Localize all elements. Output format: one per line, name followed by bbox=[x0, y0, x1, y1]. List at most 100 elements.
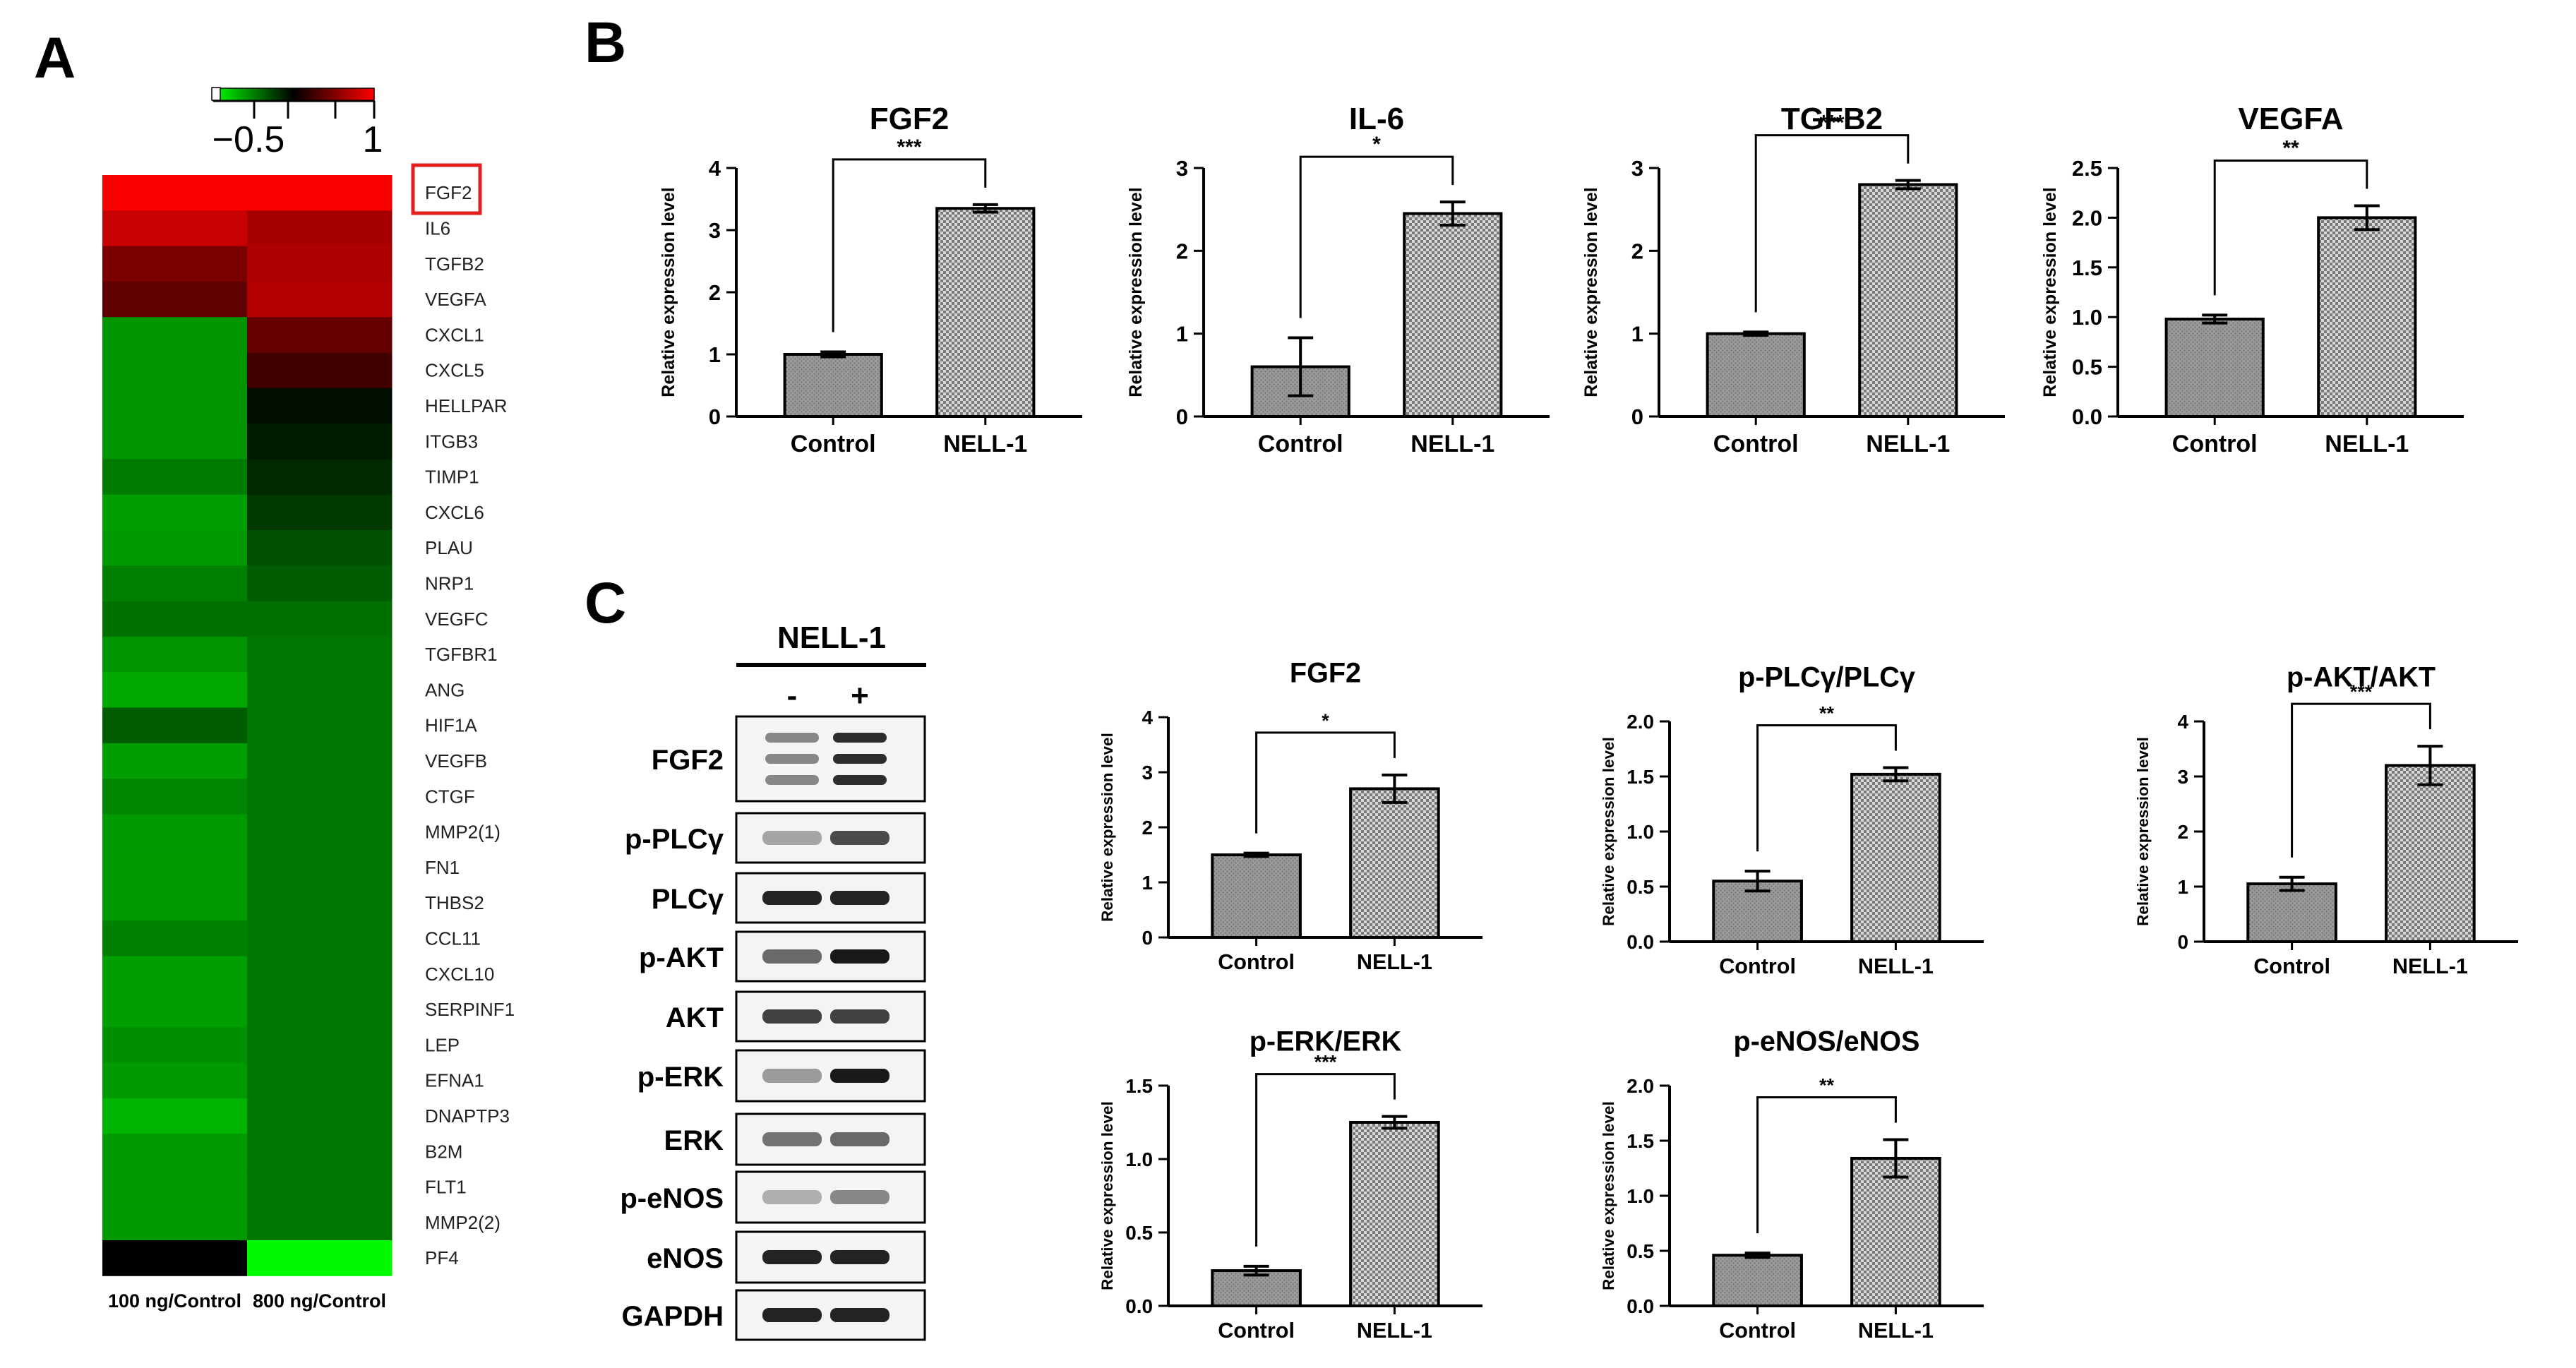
heatmap-cell bbox=[102, 779, 248, 815]
x-tick-label: NELL-1 bbox=[1866, 431, 1950, 457]
blot-label: p-ERK bbox=[637, 1062, 724, 1093]
gene-label: NRP1 bbox=[425, 572, 474, 594]
bar-chart-il-6: IL-6 0 1 2 3 Relative expression level Control… bbox=[1126, 102, 1550, 457]
gene-label: LEP bbox=[425, 1034, 460, 1055]
y-tick-label: 1 bbox=[2177, 876, 2188, 898]
bar-chart-p-erk-erk: p-ERK/ERK 0.0 0.5 1.0 1.5 Relative expression… bbox=[1098, 1026, 1482, 1343]
gene-label: MMP2(1) bbox=[425, 822, 501, 843]
x-tick-label: NELL-1 bbox=[2325, 431, 2409, 457]
heatmap-cell bbox=[247, 210, 393, 247]
lane-label: - bbox=[787, 678, 798, 713]
y-axis-label: Relative expression level bbox=[2040, 187, 2060, 397]
y-tick-label: 0 bbox=[1176, 404, 1188, 429]
chart-title: FGF2 bbox=[870, 102, 949, 136]
gene-highlight-box bbox=[411, 163, 482, 215]
significance-marker: ** bbox=[2282, 137, 2299, 160]
blot-label: eNOS bbox=[647, 1243, 724, 1274]
y-tick-label: 3 bbox=[2177, 766, 2188, 788]
bar-chart-vegfa: VEGFA 0.0 0.5 1.0 1.5 2.0 2.5 Relative expressi… bbox=[2040, 102, 2464, 457]
gene-label: SERPINF1 bbox=[425, 999, 515, 1020]
heatmap-cell bbox=[102, 459, 248, 496]
blot-row-akt: AKT bbox=[666, 990, 926, 1043]
x-tick-label: NELL-1 bbox=[1357, 950, 1432, 974]
chart-title: p-AKT/AKT bbox=[2287, 662, 2436, 693]
bar-nell-1 bbox=[1349, 787, 1440, 940]
y-axis-label: Relative expression level bbox=[659, 187, 678, 397]
gene-label: VEGFC bbox=[425, 608, 489, 630]
blot-row-enos: eNOS bbox=[647, 1230, 926, 1284]
blot-label: PLCγ bbox=[652, 884, 724, 915]
y-tick-label: 4 bbox=[1142, 707, 1153, 728]
significance-bracket bbox=[1255, 731, 1396, 834]
heatmap-cell bbox=[247, 352, 393, 389]
gene-label: TGFB2 bbox=[425, 253, 484, 275]
chart-title: p-eNOS/eNOS bbox=[1734, 1026, 1920, 1057]
x-tick-label: Control bbox=[2253, 954, 2330, 978]
heatmap-cell bbox=[102, 991, 248, 1028]
blot-row-p-akt: p-AKT bbox=[639, 930, 926, 983]
y-tick-label: 1.0 bbox=[1627, 821, 1654, 843]
blot-band bbox=[762, 831, 822, 845]
lane-label: + bbox=[851, 678, 869, 713]
y-tick-label: 0.0 bbox=[1627, 931, 1654, 953]
heatmap-cell bbox=[247, 175, 393, 211]
y-axis-label: Relative expression level bbox=[2134, 737, 2152, 926]
western-blot: NELL-1 - + FGF2 p-PLCγ PLCγ p-AKT AKT p-ERK ERK p-… bbox=[620, 620, 926, 1341]
heatmap-cell bbox=[247, 530, 393, 566]
gene-label: B2M bbox=[425, 1141, 462, 1162]
heatmap-column-labels: 100 ng/Control 800 ng/Control bbox=[108, 1290, 386, 1312]
heatmap-cell bbox=[247, 743, 393, 779]
heatmap-cell bbox=[247, 246, 393, 282]
y-axis-label: Relative expression level bbox=[1600, 737, 1617, 926]
bar-nell-1 bbox=[1858, 183, 1958, 418]
heatmap-cell bbox=[247, 991, 393, 1028]
blot-row-p-enos: p-eNOS bbox=[620, 1170, 926, 1224]
heatmap-cell bbox=[102, 636, 248, 673]
blot-row-p-erk: p-ERK bbox=[637, 1049, 926, 1103]
significance-marker: *** bbox=[1819, 112, 1844, 135]
bar-chart-p-enos-enos: p-eNOS/eNOS 0.0 0.5 1.0 1.5 2.0 Relative expre… bbox=[1600, 1026, 1984, 1343]
bar-control bbox=[1712, 1254, 1803, 1307]
blot-label: p-AKT bbox=[639, 942, 724, 973]
heatmap-cell bbox=[247, 459, 393, 496]
y-tick-label: 1 bbox=[1176, 322, 1188, 347]
heatmap-cell bbox=[102, 956, 248, 992]
gene-label: CXCL1 bbox=[425, 324, 484, 345]
y-tick-label: 2 bbox=[709, 280, 721, 305]
heatmap-cell bbox=[102, 494, 248, 531]
bar-control bbox=[1706, 332, 1806, 418]
gene-label: TGFBR1 bbox=[425, 644, 498, 665]
heatmap-cell bbox=[247, 601, 393, 637]
y-tick-label: 0.5 bbox=[1627, 1240, 1654, 1262]
heatmap-cell bbox=[102, 1027, 248, 1063]
y-tick-label: 2 bbox=[1631, 239, 1643, 263]
blot-band bbox=[830, 1069, 889, 1083]
chart-title: IL-6 bbox=[1349, 102, 1404, 136]
western-title: NELL-1 bbox=[777, 620, 886, 655]
y-tick-label: 1.0 bbox=[2072, 305, 2102, 330]
heatmap-cell bbox=[247, 814, 393, 851]
blot-band bbox=[765, 754, 819, 764]
blot-band bbox=[833, 733, 887, 743]
chart-title: TGFB2 bbox=[1781, 102, 1883, 136]
heatmap-cell bbox=[102, 920, 248, 957]
blot-band bbox=[833, 775, 887, 785]
y-axis-label: Relative expression level bbox=[1600, 1101, 1617, 1290]
significance-marker: * bbox=[1372, 133, 1381, 156]
blot-band bbox=[762, 891, 822, 905]
bar-chart-fgf2: FGF2 0 1 2 3 4 Relative expression level Contro… bbox=[659, 102, 1082, 457]
gene-label: CXCL10 bbox=[425, 964, 494, 985]
heatmap-column-label: 100 ng/Control bbox=[108, 1290, 241, 1312]
heatmap-column-label: 800 ng/Control bbox=[253, 1290, 386, 1312]
y-tick-label: 1 bbox=[1631, 322, 1643, 347]
heatmap-cell bbox=[247, 1240, 393, 1276]
y-tick-label: 1 bbox=[709, 342, 721, 367]
significance-marker: *** bbox=[897, 136, 921, 159]
heatmap-cell bbox=[102, 1062, 248, 1099]
gene-label: CXCL5 bbox=[425, 360, 484, 381]
heatmap-cell bbox=[102, 424, 248, 460]
significance-marker: *** bbox=[2350, 681, 2373, 702]
blot-band bbox=[833, 754, 887, 764]
y-tick-label: 0 bbox=[2177, 931, 2188, 953]
